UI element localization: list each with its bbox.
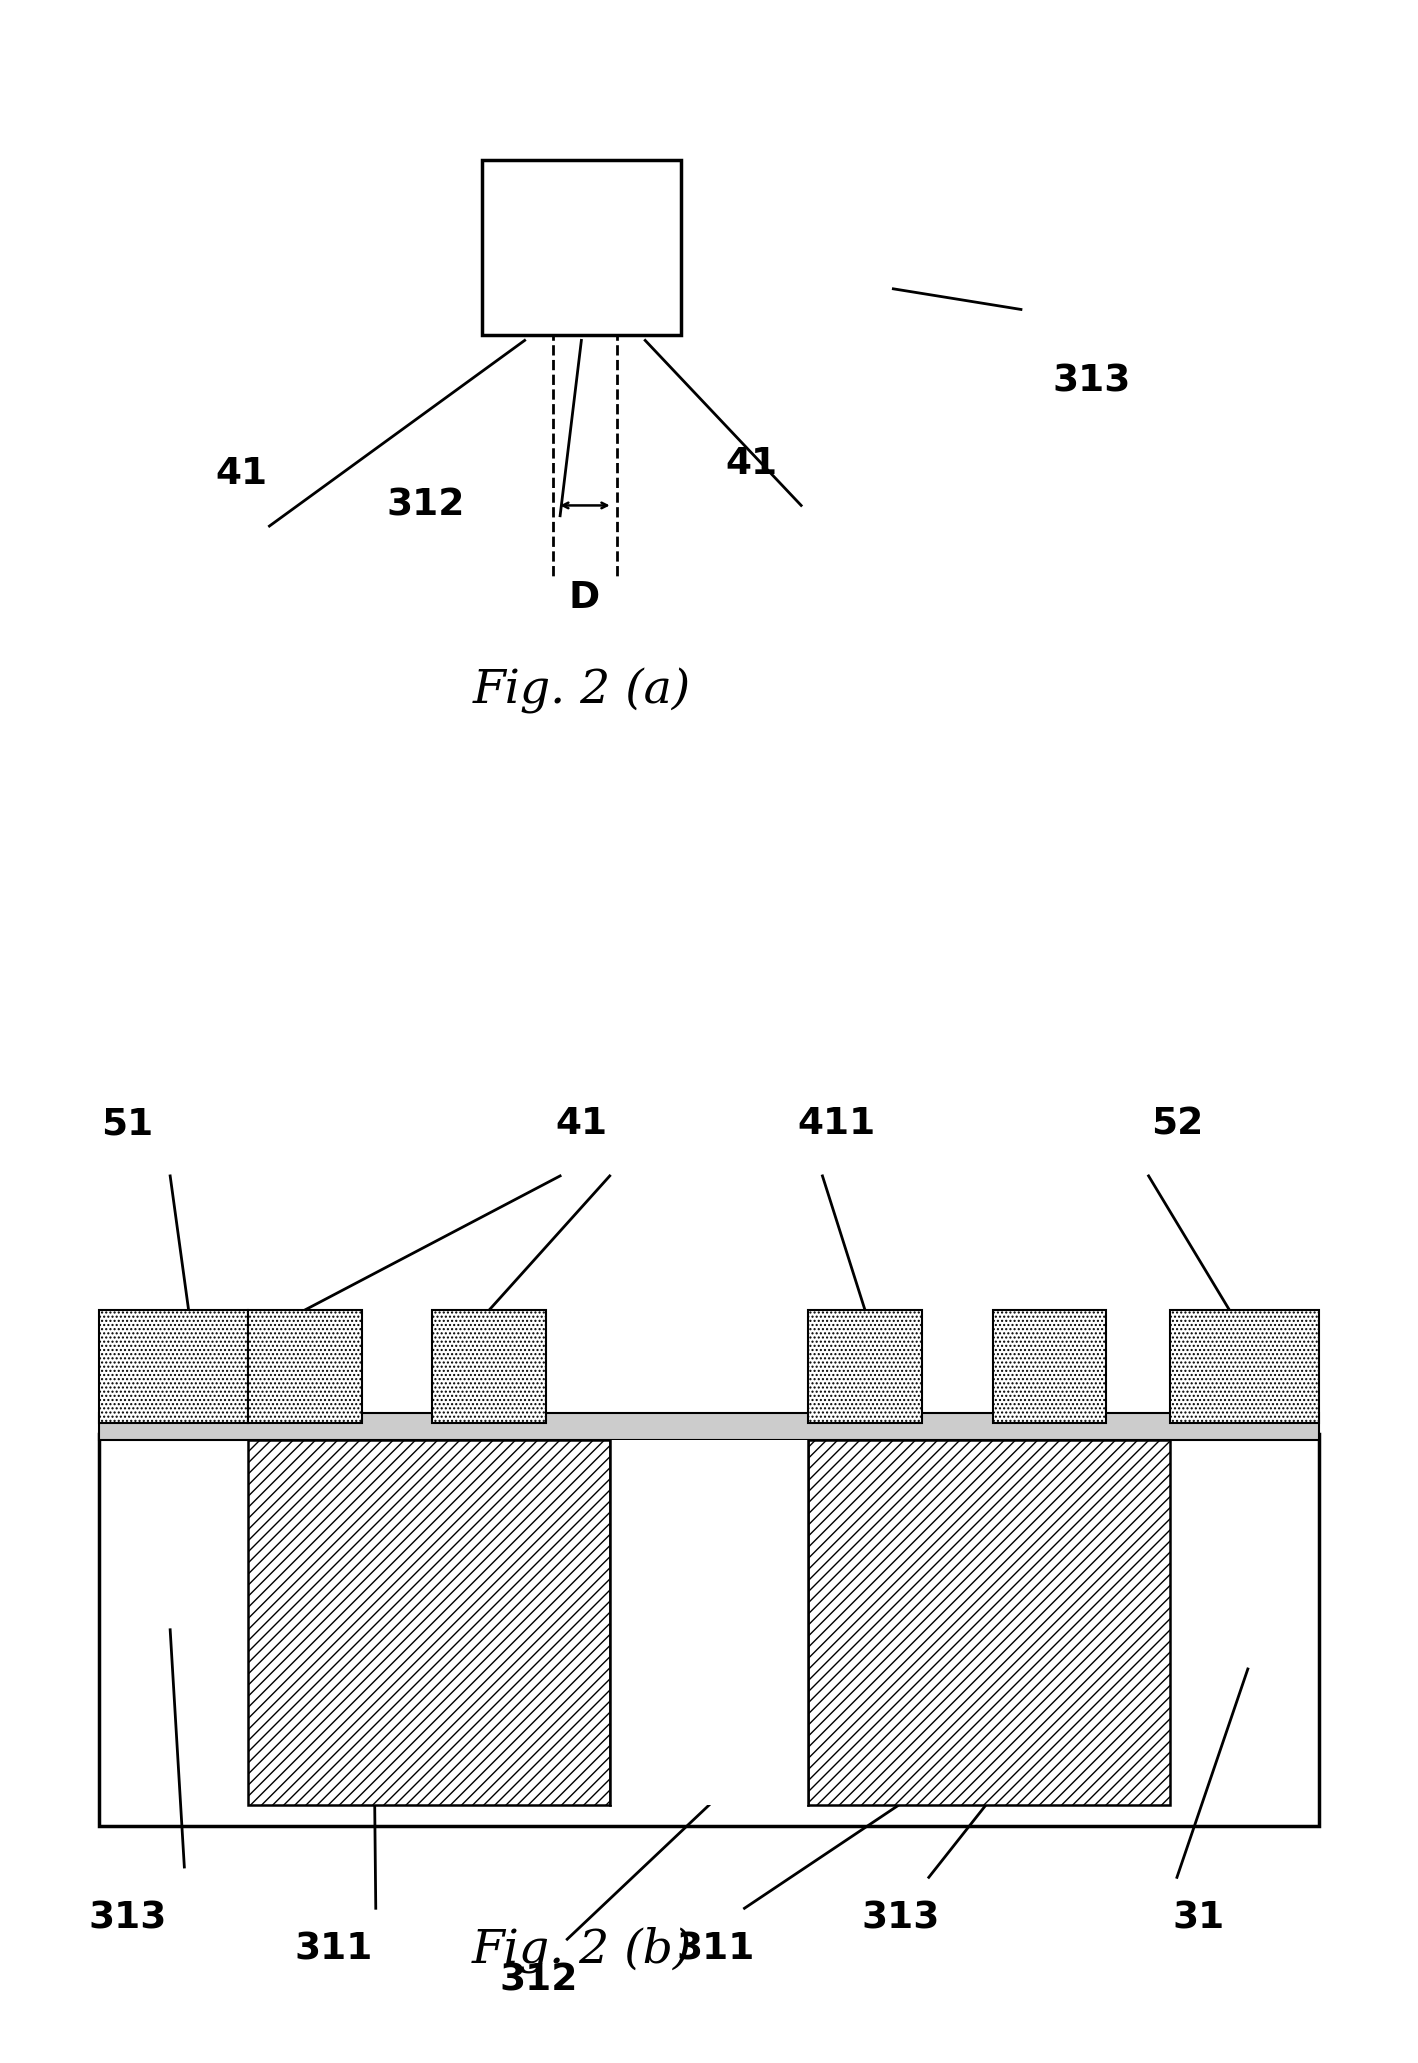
Bar: [808, 1310, 922, 1423]
Text: 312: 312: [386, 487, 465, 524]
Bar: [610, 1440, 808, 1805]
Bar: [808, 1440, 1170, 1805]
Text: 41: 41: [556, 1106, 607, 1143]
Bar: [248, 1440, 610, 1805]
Text: Fig. 2 (b): Fig. 2 (b): [471, 1927, 692, 1972]
Text: D: D: [569, 580, 600, 617]
Text: 311: 311: [676, 1931, 756, 1968]
Text: 313: 313: [1052, 363, 1132, 400]
Text: 51: 51: [102, 1106, 153, 1143]
Text: 41: 41: [216, 456, 267, 493]
Text: 411: 411: [797, 1106, 876, 1143]
Text: Fig. 2 (a): Fig. 2 (a): [472, 668, 691, 714]
Bar: [248, 1310, 362, 1423]
Bar: [482, 159, 681, 334]
Bar: [1170, 1310, 1319, 1423]
Text: 313: 313: [88, 1900, 167, 1937]
Bar: [993, 1310, 1106, 1423]
Text: 41: 41: [726, 446, 777, 483]
Text: 52: 52: [1151, 1106, 1202, 1143]
Bar: [99, 1434, 1319, 1826]
Text: 312: 312: [499, 1962, 579, 1999]
Text: 313: 313: [861, 1900, 940, 1937]
Bar: [432, 1310, 546, 1423]
Bar: [99, 1413, 1319, 1440]
Text: 311: 311: [294, 1931, 373, 1968]
Text: 31: 31: [1173, 1900, 1224, 1937]
Bar: [99, 1310, 248, 1423]
